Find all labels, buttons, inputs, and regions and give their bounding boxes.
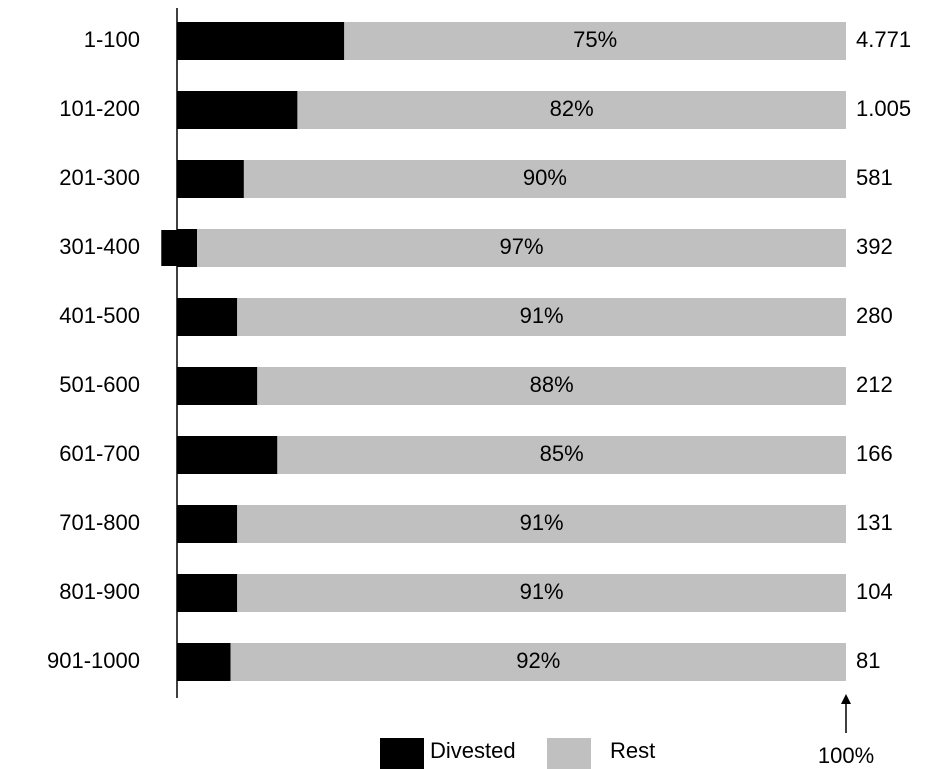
value-label: 9% bbox=[191, 303, 223, 328]
total-label: 166 bbox=[856, 441, 893, 466]
bar-segment bbox=[230, 643, 846, 681]
value-label: 9% bbox=[191, 510, 223, 535]
bar-segment bbox=[237, 298, 846, 336]
bar-segment bbox=[277, 436, 847, 474]
value-label: 25% bbox=[239, 27, 283, 52]
bar-segment bbox=[197, 229, 846, 267]
value-label: 3% bbox=[163, 234, 195, 259]
category-label: 201-300 bbox=[59, 165, 140, 190]
total-label: 4.771 bbox=[856, 27, 911, 52]
category-label: 101-200 bbox=[59, 96, 140, 121]
category-label: 901-1000 bbox=[47, 648, 140, 673]
value-label: 12% bbox=[195, 372, 239, 397]
bar-segment bbox=[177, 643, 231, 681]
value-label: 85% bbox=[540, 441, 584, 466]
value-label: 15% bbox=[205, 441, 249, 466]
category-label: 301-400 bbox=[59, 234, 140, 259]
bar-segment bbox=[177, 298, 238, 336]
label-bg bbox=[161, 230, 198, 266]
category-label: 501-600 bbox=[59, 372, 140, 397]
legend-label: Divested bbox=[430, 738, 516, 763]
category-label: 1-100 bbox=[84, 27, 140, 52]
total-label: 280 bbox=[856, 303, 893, 328]
bar-segment bbox=[177, 22, 345, 60]
value-label: 92% bbox=[516, 648, 560, 673]
category-label: 701-800 bbox=[59, 510, 140, 535]
legend-swatch bbox=[380, 738, 424, 769]
value-label: 97% bbox=[500, 234, 544, 259]
value-label: 90% bbox=[523, 165, 567, 190]
bar-segment bbox=[237, 574, 846, 612]
bar-segment bbox=[243, 160, 846, 198]
bar-segment bbox=[177, 367, 258, 405]
legend-label: Rest bbox=[610, 738, 655, 763]
bar-segment bbox=[177, 505, 238, 543]
category-label: 601-700 bbox=[59, 441, 140, 466]
value-label: 8% bbox=[188, 648, 220, 673]
value-label: 82% bbox=[550, 96, 594, 121]
value-label: 88% bbox=[530, 372, 574, 397]
value-label: 75% bbox=[573, 27, 617, 52]
value-label: 18% bbox=[215, 96, 259, 121]
bar-segment bbox=[177, 160, 244, 198]
category-label: 801-900 bbox=[59, 579, 140, 604]
total-label: 131 bbox=[856, 510, 893, 535]
bar-segment bbox=[344, 22, 846, 60]
total-label: 392 bbox=[856, 234, 893, 259]
bar-segment bbox=[177, 91, 298, 129]
total-label: 104 bbox=[856, 579, 893, 604]
value-label: 91% bbox=[520, 303, 564, 328]
bar-segment bbox=[177, 574, 238, 612]
total-label: 581 bbox=[856, 165, 893, 190]
bar-segment bbox=[237, 505, 846, 543]
value-label: 91% bbox=[520, 510, 564, 535]
total-label: 81 bbox=[856, 648, 880, 673]
arrow-head bbox=[841, 694, 851, 704]
bar-segment bbox=[177, 436, 278, 474]
value-label: 9% bbox=[191, 579, 223, 604]
total-label: 212 bbox=[856, 372, 893, 397]
legend-swatch bbox=[547, 738, 591, 769]
total-label: 1.005 bbox=[856, 96, 911, 121]
value-label: 91% bbox=[520, 579, 564, 604]
bar-segment bbox=[297, 91, 846, 129]
annotation-label: 100% bbox=[818, 743, 874, 768]
value-label: 10% bbox=[188, 165, 232, 190]
category-label: 401-500 bbox=[59, 303, 140, 328]
bar-segment bbox=[257, 367, 846, 405]
